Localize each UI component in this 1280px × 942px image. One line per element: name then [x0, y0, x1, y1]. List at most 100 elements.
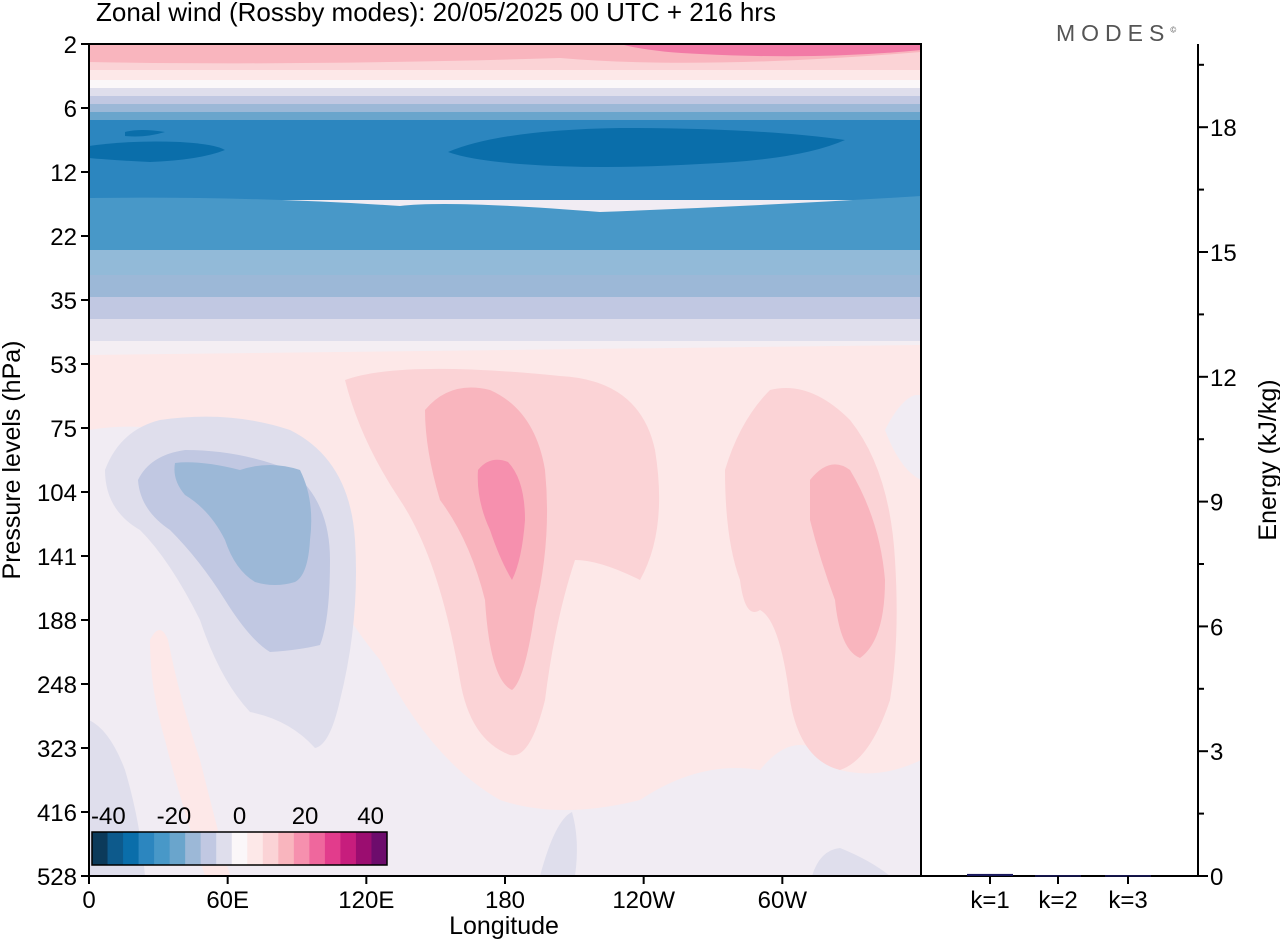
y-tick-label: 323 [37, 736, 77, 763]
logo-mark: © [1170, 25, 1177, 35]
y-tick-label: 416 [37, 800, 77, 827]
y-tick-label: 6 [64, 96, 77, 123]
y-tick-label: 141 [37, 544, 77, 571]
colorbar-swatches [92, 832, 388, 865]
energy-category-label: k=2 [1038, 887, 1077, 914]
colorbar-swatch [138, 832, 155, 865]
colorbar-tick-label: 0 [233, 803, 246, 830]
energy-tick-label: 15 [1210, 240, 1237, 267]
y-tick-label: 188 [37, 608, 77, 635]
colorbar-swatch [309, 832, 326, 865]
x-tick-label: 60E [206, 887, 249, 914]
colorbar-tick-label: 40 [357, 803, 384, 830]
energy-axis-label: Energy (kJ/kg) [1254, 379, 1280, 540]
colorbar: -40 -20 0 20 40 [91, 803, 388, 866]
colorbar-swatch [247, 832, 264, 865]
band-cool-2 [89, 96, 921, 104]
cool-near-surface-mid [540, 812, 577, 876]
energy-tick-label: 6 [1210, 614, 1223, 641]
energy-tick-label: 0 [1210, 864, 1223, 891]
colorbar-swatch [355, 832, 372, 865]
colorbar-labels: -40 -20 0 20 40 [91, 803, 384, 830]
colorbar-swatch [169, 832, 186, 865]
colorbar-tick-label: 20 [292, 803, 319, 830]
energy-bar [967, 873, 1013, 876]
energy-ticks: 0 3 6 9 12 15 18 [1198, 63, 1237, 891]
y-tick-label: 104 [37, 480, 77, 507]
energy-category-label: k=1 [970, 887, 1009, 914]
band-cool-4 [89, 112, 921, 120]
band-neutral [89, 80, 921, 88]
energy-tick-label: 12 [1210, 365, 1237, 392]
energy-categories: k=1 k=2 k=3 [970, 876, 1148, 914]
warm-column-60e [150, 630, 230, 876]
band-warm-top-peak [620, 44, 921, 57]
y-tick-label: 2 [64, 32, 77, 59]
band-cool-7 [89, 250, 921, 275]
heatmap-axes: 2 6 12 22 35 53 75 104 141 188 248 323 416 528 0 60E 12… [0, 32, 807, 940]
warm-strong-60w [810, 464, 885, 658]
cool-column-east [885, 395, 921, 480]
pressure-ticks: 2 6 12 22 35 53 75 104 141 188 248 323 416 528 [37, 32, 89, 891]
colorbar-swatch [107, 832, 124, 865]
band-pale-pink [89, 70, 921, 80]
colorbar-swatch [185, 832, 202, 865]
band-cool-9 [89, 297, 921, 319]
warm-strong-180 [425, 387, 548, 690]
logo-text: MODES [1056, 20, 1171, 46]
colorbar-swatch [293, 832, 310, 865]
colorbar-swatch [278, 832, 295, 865]
y-tick-label: 53 [50, 352, 77, 379]
colorbar-swatch [216, 832, 233, 865]
x-tick-label: 180 [485, 887, 525, 914]
colorbar-swatch [154, 832, 171, 865]
colorbar-tick-label: -40 [91, 803, 126, 830]
x-tick-label: 120W [612, 887, 675, 914]
energy-bar [1105, 875, 1151, 877]
colorbar-tick-label: -20 [157, 803, 192, 830]
colorbar-swatch [262, 832, 279, 865]
colorbar-swatch [200, 832, 217, 865]
y-axis-label: Pressure levels (hPa) [0, 341, 26, 580]
chart-title: Zonal wind (Rossby modes): 20/05/2025 00… [96, 0, 776, 27]
colorbar-swatch [371, 832, 388, 865]
x-tick-label: 0 [82, 887, 95, 914]
colorbar-swatch [231, 832, 248, 865]
y-tick-label: 75 [50, 416, 77, 443]
cool-near-surface-east [812, 848, 890, 876]
energy-category-label: k=3 [1108, 887, 1147, 914]
energy-bars [967, 873, 1151, 877]
y-tick-label: 22 [50, 224, 77, 251]
band-easterly-core-east [448, 128, 845, 167]
energy-tick-label: 9 [1210, 490, 1223, 517]
y-tick-label: 35 [50, 288, 77, 315]
warm-peak-180 [477, 459, 525, 580]
cool-region-core [174, 462, 312, 585]
x-tick-label: 120E [338, 887, 394, 914]
energy-tick-label: 18 [1210, 115, 1237, 142]
x-tick-label: 60W [758, 887, 808, 914]
band-cool-3 [89, 104, 921, 112]
colorbar-swatch [340, 832, 357, 865]
longitude-ticks: 0 60E 120E 180 120W 60W [82, 876, 807, 914]
colorbar-swatch [324, 832, 341, 865]
band-cool-6 [89, 196, 921, 250]
colorbar-swatch [123, 832, 140, 865]
band-easterly-core-small [125, 130, 165, 137]
energy-tick-label: 3 [1210, 739, 1223, 766]
y-tick-label: 528 [37, 864, 77, 891]
energy-panel: 0 3 6 9 12 15 18 k=1 k=2 k=3 Energy (kJ/kg) [921, 44, 1280, 914]
modes-logo: MODES© [1056, 20, 1176, 47]
colorbar-frame [91, 831, 388, 866]
contour-plot [88, 43, 922, 877]
band-cool-10 [89, 319, 921, 341]
x-axis-label: Longitude [449, 912, 559, 940]
band-easterly-core-west [89, 141, 225, 162]
band-cool-8 [89, 275, 921, 297]
y-tick-label: 12 [50, 160, 77, 187]
colorbar-swatch [92, 832, 109, 865]
band-cool-1 [89, 88, 921, 96]
y-tick-label: 248 [37, 672, 77, 699]
energy-bar [1035, 875, 1081, 877]
